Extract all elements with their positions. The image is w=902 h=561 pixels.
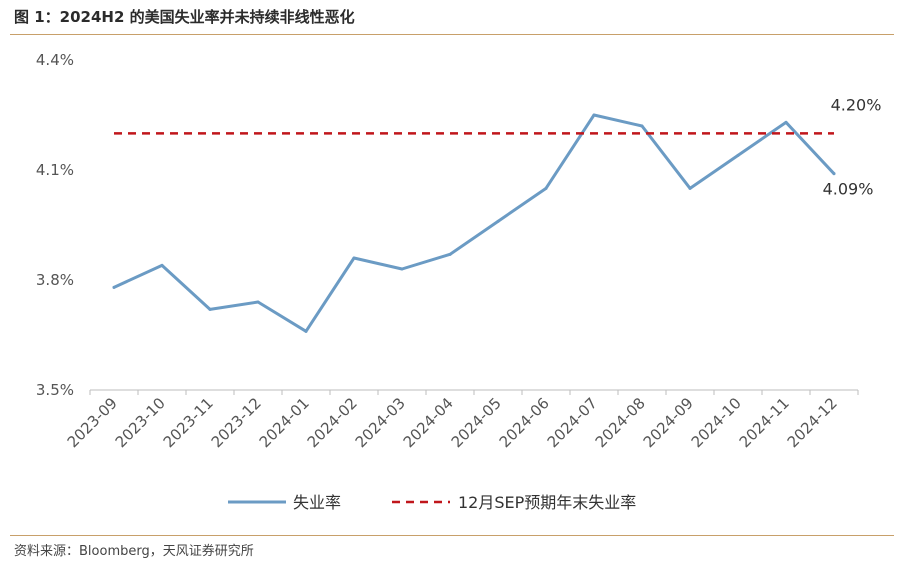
annotation-last-value: 4.09% (823, 180, 874, 199)
data-point (736, 153, 740, 157)
data-point (832, 172, 836, 176)
data-point (256, 300, 260, 304)
annotation-sep-value: 4.20% (831, 95, 882, 114)
y-axis: 3.5% 3.8% 4.1% 4.4% (36, 51, 74, 399)
data-point (544, 186, 548, 190)
legend: 失业率 12月SEP预期年末失业率 (228, 493, 636, 512)
data-point (400, 267, 404, 271)
source-note: 资料来源：Bloomberg，天风证券研究所 (14, 544, 254, 559)
data-point (688, 186, 692, 190)
data-point (112, 285, 116, 289)
data-point (304, 329, 308, 333)
data-point (640, 124, 644, 128)
x-tick-label: 2024-06 (496, 394, 553, 451)
x-tick-label: 2024-07 (544, 394, 601, 451)
top-rule (10, 34, 894, 35)
x-tick-label: 2024-10 (688, 394, 745, 451)
x-tick-label: 2024-05 (448, 394, 505, 451)
data-point (592, 113, 596, 117)
data-point (208, 307, 212, 311)
data-point (160, 263, 164, 267)
chart-title: 图 1：2024H2 的美国失业率并未持续非线性恶化 (14, 8, 355, 26)
x-axis: 2023-092023-102023-112023-122024-012024-… (64, 389, 859, 451)
x-tick-label: 2024-09 (640, 394, 697, 451)
y-tick-label: 4.1% (36, 161, 74, 179)
y-tick-label: 3.5% (36, 381, 74, 399)
x-tick-label: 2023-11 (160, 394, 217, 451)
data-point (784, 120, 788, 124)
series-layer (112, 113, 836, 333)
x-tick-label: 2024-01 (256, 394, 313, 451)
x-tick-label: 2024-08 (592, 394, 649, 451)
annotations: 4.20% 4.09% (823, 95, 882, 198)
x-tick-label: 2023-10 (112, 394, 169, 451)
legend-label-unemployment: 失业率 (293, 493, 341, 512)
data-point (448, 252, 452, 256)
data-point (352, 256, 356, 260)
x-tick-label: 2024-11 (736, 394, 793, 451)
data-point (496, 219, 500, 223)
x-tick-label: 2023-12 (208, 394, 265, 451)
legend-label-sep: 12月SEP预期年末失业率 (458, 493, 636, 512)
x-tick-label: 2024-03 (352, 394, 409, 451)
x-tick-label: 2024-12 (784, 394, 841, 451)
x-tick-label: 2024-02 (304, 394, 361, 451)
x-tick-label: 2024-04 (400, 394, 457, 451)
x-tick-label: 2023-09 (64, 394, 121, 451)
y-tick-label: 3.8% (36, 271, 74, 289)
y-tick-label: 4.4% (36, 51, 74, 69)
unemployment-line (112, 113, 836, 333)
bottom-rule (10, 535, 894, 536)
